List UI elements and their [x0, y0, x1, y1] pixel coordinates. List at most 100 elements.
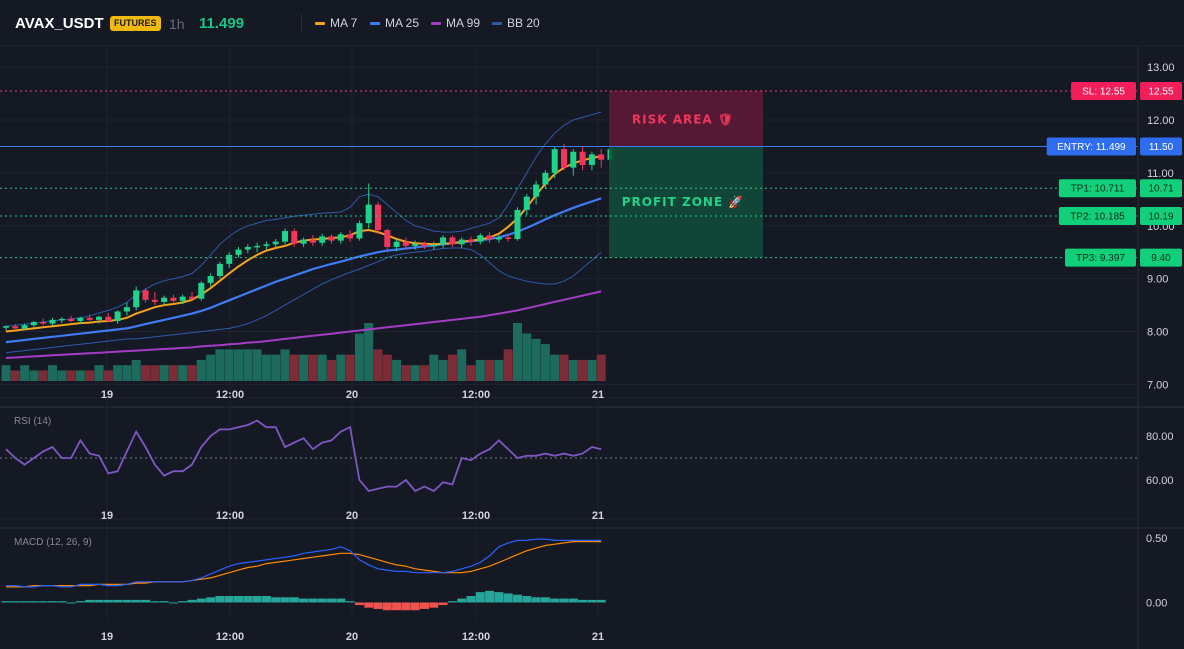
candle-body[interactable] [105, 316, 112, 321]
candle-body[interactable] [412, 243, 419, 246]
candle-body[interactable] [21, 325, 28, 329]
candle-body[interactable] [365, 204, 372, 224]
time-label: 20 [346, 510, 358, 522]
candle-body[interactable] [40, 322, 47, 324]
macd-hist-bar [410, 602, 420, 611]
candle-body[interactable] [523, 196, 530, 210]
candle-body[interactable] [133, 290, 140, 308]
candle-body[interactable] [12, 326, 19, 329]
trade-zones[interactable]: RISK AREA 🛡 PROFIT ZONE 🚀 [609, 90, 763, 258]
candle-body[interactable] [421, 243, 428, 246]
candle-body[interactable] [179, 296, 186, 301]
candle-body[interactable] [579, 151, 586, 165]
risk-area-zone[interactable] [609, 90, 763, 147]
volume-bar [475, 359, 485, 381]
profit-zone[interactable] [609, 146, 763, 258]
price-tick-label: 13.00 [1147, 62, 1175, 74]
candle-body[interactable] [282, 231, 288, 242]
candle-body[interactable] [542, 172, 549, 185]
volume-bar [131, 359, 141, 381]
candle-body[interactable] [58, 318, 65, 321]
symbol-name[interactable]: AVAX_USDT [15, 15, 104, 32]
tp2-tag-label: TP2: 10.185 [1070, 212, 1125, 223]
candle-body[interactable] [309, 239, 316, 243]
candle-body[interactable] [170, 297, 177, 301]
macd-hist-bar [215, 596, 225, 603]
macd-hist-bar [317, 598, 327, 603]
candle-body[interactable] [226, 254, 233, 264]
candle-body[interactable] [30, 322, 37, 326]
candle-body[interactable] [598, 154, 605, 160]
time-label: 21 [592, 389, 604, 401]
candle-body[interactable] [375, 204, 381, 231]
candle-body[interactable] [49, 319, 56, 324]
bb-upper-line [5, 111, 602, 327]
candle-body[interactable] [393, 241, 400, 247]
candle-body[interactable] [495, 237, 502, 240]
candle-body[interactable] [347, 234, 354, 239]
time-label: 19 [101, 389, 113, 401]
legend-ma99[interactable]: MA 99 [431, 16, 480, 30]
candle-body[interactable] [384, 230, 391, 247]
candle-body[interactable] [477, 235, 484, 242]
volume-bars [1, 323, 606, 381]
legend-bb20[interactable]: BB 20 [492, 16, 540, 30]
candle-body[interactable] [551, 149, 558, 173]
macd-hist-bar [568, 598, 578, 603]
candle-body[interactable] [3, 326, 9, 328]
candle-body[interactable] [86, 317, 93, 320]
candle-body[interactable] [468, 239, 474, 242]
candle-body[interactable] [96, 316, 102, 320]
macd-hist-bar [466, 596, 476, 603]
candle-body[interactable] [319, 236, 326, 243]
candle-body[interactable] [77, 317, 84, 321]
candle-body[interactable] [486, 235, 493, 240]
candle-body[interactable] [533, 184, 540, 197]
candle-body[interactable] [356, 223, 363, 239]
candle-body[interactable] [328, 236, 335, 241]
candle-body[interactable] [440, 237, 447, 245]
candle-body[interactable] [68, 318, 75, 321]
candle-body[interactable] [254, 245, 261, 248]
candlesticks[interactable] [3, 143, 614, 331]
macd-hist-bar [513, 594, 522, 603]
candle-body[interactable] [430, 244, 437, 247]
legend-ma99-label: MA 99 [446, 16, 481, 30]
candle-body[interactable] [114, 311, 121, 321]
candle-body[interactable] [123, 307, 130, 312]
candle-body[interactable] [588, 154, 595, 165]
candle-body[interactable] [216, 263, 223, 277]
candle-body[interactable] [337, 234, 344, 241]
macd-hist-bar [522, 596, 532, 603]
candle-body[interactable] [151, 299, 158, 302]
macd-hist-bar [206, 597, 216, 603]
candle-body[interactable] [570, 151, 577, 168]
macd-hist-bar [540, 597, 550, 603]
timeframe-label[interactable]: 1h [169, 16, 185, 32]
candle-body[interactable] [263, 244, 270, 246]
candle-body[interactable] [189, 296, 195, 299]
candle-body[interactable] [291, 231, 298, 244]
candle-body[interactable] [514, 209, 521, 240]
candle-body[interactable] [198, 282, 205, 299]
candle-body[interactable] [235, 249, 242, 255]
legend-ma7[interactable]: MA 7 [315, 16, 357, 30]
candle-body[interactable] [300, 239, 307, 244]
candle-body[interactable] [402, 241, 409, 246]
sl-tag [1071, 81, 1136, 100]
candle-body[interactable] [449, 237, 456, 245]
candle-body[interactable] [561, 149, 567, 168]
entry-tag [1046, 137, 1136, 156]
macd-hist-bar [243, 596, 253, 603]
candle-body[interactable] [161, 297, 168, 302]
candle-body[interactable] [142, 290, 149, 300]
candle-body[interactable] [244, 246, 251, 250]
legend-ma25[interactable]: MA 25 [370, 16, 419, 30]
candle-body[interactable] [272, 241, 279, 245]
candle-body[interactable] [505, 237, 512, 240]
volume-bar [113, 365, 123, 381]
candle-body[interactable] [207, 276, 214, 283]
candle-body[interactable] [458, 239, 465, 245]
